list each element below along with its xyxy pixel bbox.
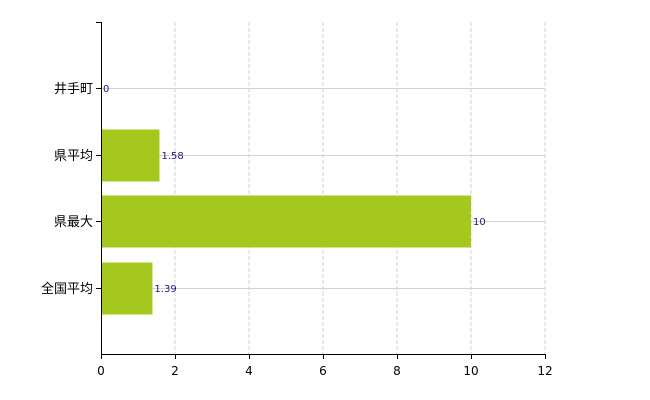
- bar: [101, 262, 153, 315]
- category-label: 井手町: [54, 82, 93, 97]
- bar: [101, 195, 471, 248]
- data-label: 0: [103, 84, 109, 95]
- data-label: 10: [473, 217, 486, 228]
- x-tick-label: 6: [319, 364, 327, 378]
- data-label: 1.39: [154, 284, 176, 295]
- category-label: 県最大: [54, 215, 93, 230]
- x-tick-label: 0: [97, 364, 105, 378]
- data-label: 1.58: [161, 151, 183, 162]
- x-tick-label: 8: [393, 364, 401, 378]
- category-label: 県平均: [54, 149, 93, 164]
- category-label: 全国平均: [41, 281, 93, 297]
- x-tick-label: 4: [245, 364, 253, 378]
- x-tick-label: 2: [171, 364, 179, 378]
- x-tick-label: 10: [463, 364, 478, 378]
- x-tick-label: 12: [537, 364, 552, 378]
- bar: [101, 129, 160, 182]
